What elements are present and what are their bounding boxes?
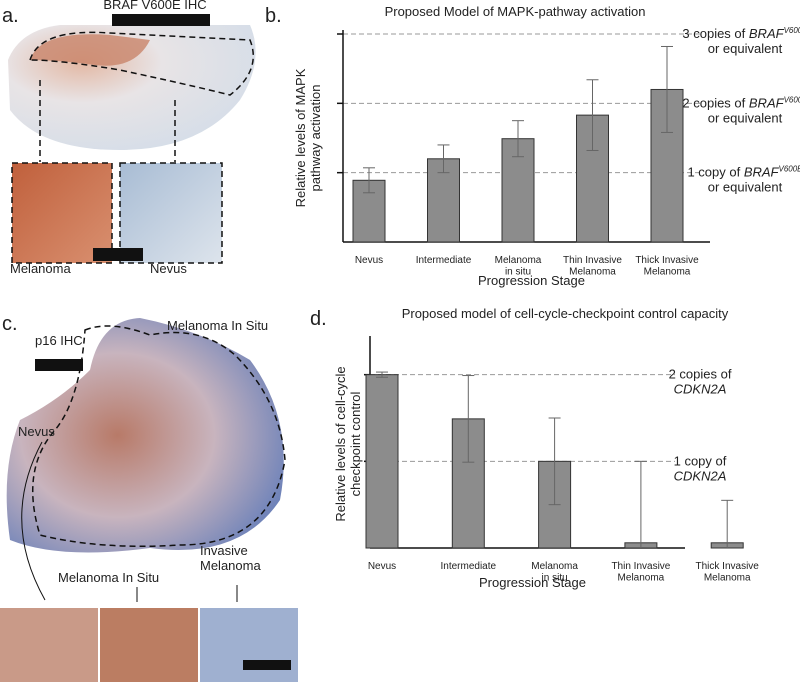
scale-bar — [93, 248, 143, 261]
superscript: V600E — [784, 26, 800, 35]
error-bar — [721, 499, 734, 548]
region-label: Melanoma In Situ — [58, 570, 159, 585]
x-axis-title: Progression Stage — [478, 273, 585, 288]
panel-c: c. p16 IHC Melanoma In Situ Nevus Melano… — [0, 313, 298, 682]
chart-title: Proposed model of cell-cycle-checkpoint … — [402, 306, 729, 321]
tumor-region — [30, 34, 150, 66]
scale-bar — [112, 14, 210, 26]
inset-image — [11, 162, 113, 264]
superscript: V600E — [779, 165, 800, 174]
region-label: Invasive Melanoma — [200, 543, 261, 573]
x-tick-label: Thin Invasive Melanoma — [563, 255, 622, 278]
error-bar — [376, 371, 388, 378]
gene-name: BRAF — [749, 26, 785, 41]
x-tick-label: Intermediate — [441, 561, 497, 572]
chart: b. Proposed Model of MAPK-pathway activat… — [265, 4, 800, 288]
x-tick-label: Melanoma in situ — [495, 255, 542, 278]
chart: d. Proposed model of cell-cycle-checkpoin… — [310, 306, 760, 590]
error-bar — [512, 120, 524, 158]
panel-label: d. — [310, 308, 327, 330]
arrow — [136, 585, 238, 602]
scale-bar — [243, 660, 291, 670]
error-bar — [363, 167, 375, 194]
gene-name: BRAF — [749, 95, 785, 110]
error-bar — [548, 417, 561, 506]
reference-text: 2 copies of — [682, 95, 749, 110]
reference-text: 1 copy of — [687, 165, 743, 180]
connector — [39, 80, 176, 162]
error-bar — [634, 460, 647, 548]
gene-name: CDKN2A — [674, 468, 727, 483]
error-bar — [462, 375, 475, 463]
charts: b. Proposed Model of MAPK-pathway activat… — [265, 4, 800, 590]
inset-label: Melanoma — [10, 261, 71, 276]
y-axis-title: Relative levels of cell-cyclecheckpoint … — [333, 366, 363, 521]
tissue-image — [6, 318, 284, 553]
x-tick-label: Thick Invasive Melanoma — [696, 561, 760, 584]
reference-label: or equivalent — [708, 110, 783, 125]
gene-name: BRAF — [744, 165, 780, 180]
reference-label: 1 copy of — [674, 453, 727, 468]
reference-label: or equivalent — [708, 180, 783, 195]
inset-image — [119, 162, 223, 264]
superscript: V600E — [784, 95, 800, 104]
bar — [365, 374, 399, 549]
inset-image — [0, 608, 98, 682]
chart-title: Proposed Model of MAPK-pathway activatio… — [385, 4, 646, 19]
error-bar — [437, 144, 450, 174]
x-axis-title: Progression Stage — [479, 575, 586, 590]
gene-name: CDKN2A — [674, 382, 727, 397]
x-tick-label: Melanoma in situ — [531, 561, 578, 584]
error-bar — [586, 79, 599, 151]
panel-label: c. — [2, 313, 18, 335]
error-bar — [661, 45, 673, 133]
panel-a: a. BRAF V600E IHC Melanoma Nevus — [2, 0, 256, 276]
region-outline — [31, 325, 286, 547]
inset-image — [100, 608, 198, 682]
x-tick-label: Nevus — [355, 255, 383, 266]
x-tick-label: Intermediate — [416, 255, 472, 266]
inset-image — [200, 608, 298, 682]
reference-text: 1 copy of — [674, 453, 727, 468]
inset-label: Nevus — [150, 261, 187, 276]
reference-text: 2 copies of — [669, 367, 732, 382]
scale-bar — [35, 359, 83, 371]
panel-label: b. — [265, 5, 282, 27]
arrow — [21, 441, 46, 601]
x-tick-label: Nevus — [368, 561, 396, 572]
panel-label: a. — [2, 5, 19, 27]
reference-label: or equivalent — [708, 41, 783, 56]
stain-label: BRAF V600E IHC — [103, 0, 206, 12]
y-axis-title: Relative levels of MAPKpathway activatio… — [293, 68, 323, 207]
region-label: Nevus — [18, 424, 55, 439]
x-tick-label: Thick Invasive Melanoma — [635, 255, 699, 278]
reference-text: 3 copies of — [682, 26, 749, 41]
region-outline — [28, 31, 254, 96]
region-label: Melanoma In Situ — [167, 318, 268, 333]
reference-label: 2 copies of — [669, 367, 732, 382]
stain-label: p16 IHC — [35, 333, 83, 348]
x-tick-label: Thin Invasive Melanoma — [611, 561, 670, 584]
